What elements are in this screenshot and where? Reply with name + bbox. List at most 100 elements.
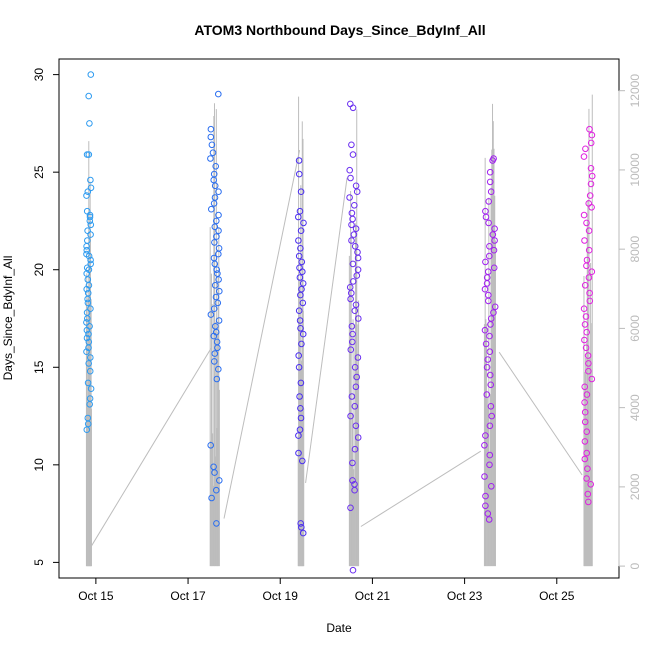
y-tick-label: 30 <box>32 68 46 82</box>
data-point <box>588 375 596 383</box>
data-point <box>296 393 303 400</box>
data-point <box>295 352 303 359</box>
data-point <box>87 385 95 393</box>
data-point <box>295 449 302 457</box>
data-point <box>581 438 589 445</box>
data-point <box>585 246 593 254</box>
data-point <box>486 451 494 459</box>
data-point <box>482 340 490 348</box>
data-point <box>87 221 95 229</box>
data-point <box>483 391 491 398</box>
data-point <box>299 529 307 537</box>
data-point <box>211 358 218 365</box>
data-point <box>208 205 215 213</box>
data-point <box>83 243 90 250</box>
data-point <box>347 504 354 512</box>
chart-title: ATOM3 Northbound Days_Since_BdyInf_All <box>194 22 485 38</box>
data-point <box>486 332 493 340</box>
data-point <box>212 163 219 170</box>
data-point <box>583 262 590 270</box>
y2-tick-label: 4000 <box>628 394 642 421</box>
data-point <box>485 291 492 299</box>
data-point <box>214 299 222 307</box>
data-point <box>486 243 493 250</box>
data-point <box>298 524 305 531</box>
data-point <box>581 237 588 244</box>
y2-tick-label: 0 <box>628 562 642 569</box>
data-point <box>587 165 595 172</box>
x-tick-label: Oct 17 <box>170 589 206 603</box>
data-point <box>584 352 592 359</box>
data-point <box>482 502 489 510</box>
data-point <box>487 321 494 328</box>
data-point <box>489 157 496 164</box>
data-point <box>481 473 488 480</box>
data-point <box>84 188 92 195</box>
data-point <box>211 223 219 231</box>
data-point <box>348 323 356 330</box>
data-point <box>87 256 94 264</box>
data-point <box>486 371 494 379</box>
data-point <box>486 178 494 186</box>
data-point <box>212 293 220 301</box>
data-point <box>352 301 360 309</box>
data-point <box>486 348 494 356</box>
data-point <box>491 237 498 244</box>
data-point <box>83 192 90 199</box>
data-point <box>213 520 220 527</box>
data-point <box>586 297 594 305</box>
y-tick-label: 25 <box>32 165 46 179</box>
data-point <box>83 426 91 434</box>
data-point <box>211 260 219 268</box>
data-point <box>485 198 493 205</box>
x-tick-label: Oct 25 <box>539 589 575 603</box>
data-point <box>349 260 357 268</box>
data-point <box>588 131 596 139</box>
data-point <box>216 287 223 295</box>
data-point <box>351 364 359 371</box>
data-point <box>210 200 218 207</box>
x-tick-label: Oct 23 <box>447 589 483 603</box>
data-point <box>585 227 593 234</box>
data-point <box>346 194 353 201</box>
data-point <box>87 184 95 192</box>
y-tick-label: 15 <box>32 360 46 374</box>
data-point <box>483 280 491 287</box>
data-point <box>486 168 494 176</box>
data-point <box>351 202 358 209</box>
data-point <box>211 182 219 190</box>
y-axis-label: Days_Since_BdyInf_All <box>1 256 15 381</box>
data-point <box>83 285 90 293</box>
data-point <box>296 426 304 434</box>
data-point <box>349 104 357 112</box>
data-point <box>582 344 590 352</box>
data-point <box>207 155 214 162</box>
data-point <box>588 204 595 211</box>
data-point <box>84 299 92 307</box>
data-point <box>348 237 355 244</box>
data-point <box>211 194 219 201</box>
data-point <box>296 207 304 215</box>
data-point <box>587 139 595 147</box>
data-point <box>84 295 91 303</box>
data-point <box>588 172 596 180</box>
data-point <box>581 282 589 289</box>
data-point <box>482 258 489 266</box>
data-point <box>354 266 362 274</box>
secondary-line-layer <box>85 94 593 567</box>
data-point <box>349 278 357 285</box>
data-point <box>588 268 596 276</box>
data-point <box>347 295 354 303</box>
data-point <box>215 317 223 324</box>
data-point <box>295 252 303 260</box>
data-point <box>580 305 588 313</box>
data-point <box>83 348 90 356</box>
data-point <box>482 432 489 439</box>
data-point <box>84 315 91 322</box>
data-point <box>210 176 217 184</box>
secondary-line-segment <box>360 450 481 527</box>
data-point <box>583 219 590 227</box>
data-point <box>587 180 595 188</box>
data-point <box>86 401 93 408</box>
data-point <box>211 350 219 357</box>
